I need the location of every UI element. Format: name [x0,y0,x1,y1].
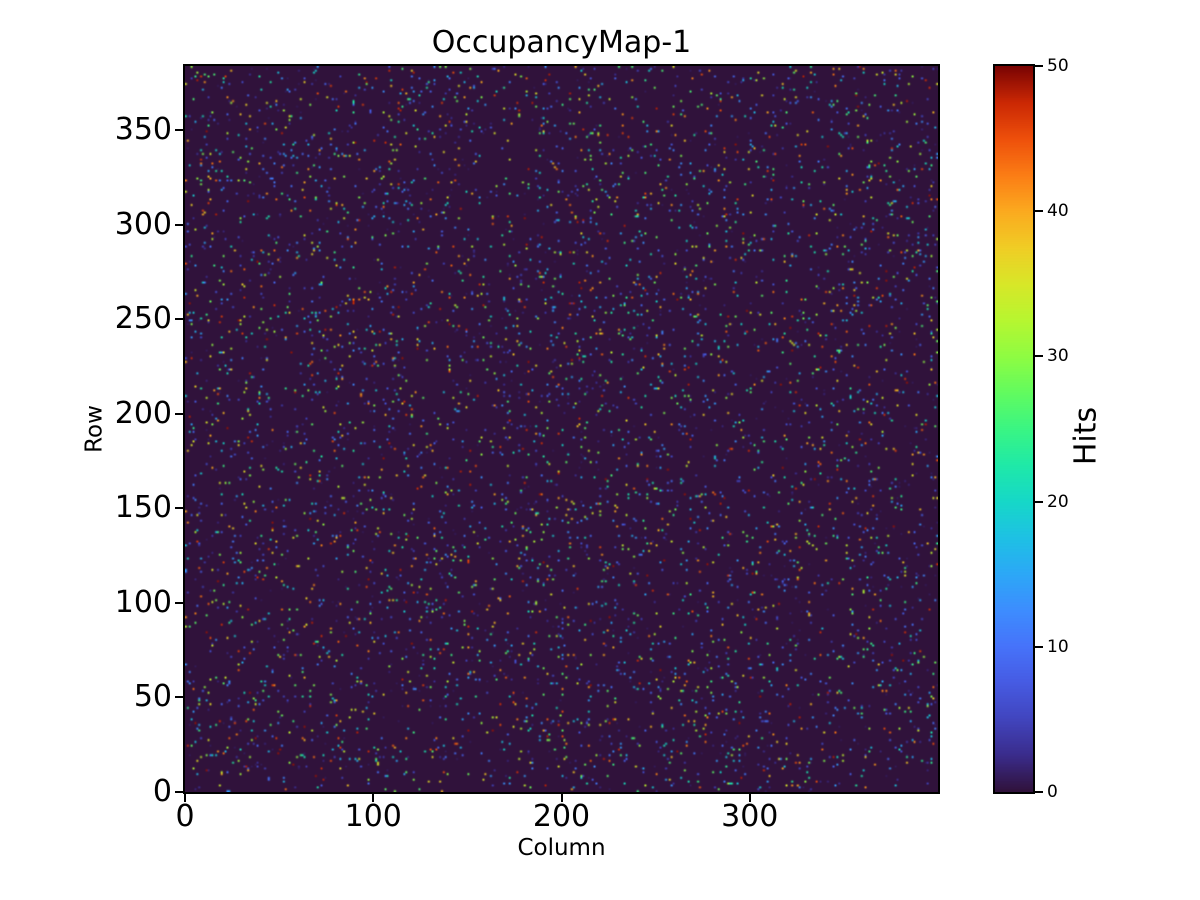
y-tick-label: 200 [114,395,172,431]
y-tick [175,412,183,415]
y-tick-label: 150 [114,490,172,526]
y-tick [175,223,183,226]
x-tick [184,794,186,802]
x-tick-label: 0 [175,799,195,834]
colorbar-tick-label: 10 [1047,636,1069,657]
y-tick [175,696,183,699]
x-tick-label: 300 [721,799,779,834]
y-tick-label: 100 [114,584,172,620]
y-tick-label: 300 [114,206,172,242]
colorbar-tick-label: 20 [1047,491,1069,512]
y-tick [175,601,183,604]
colorbar-tick [1035,645,1043,648]
y-tick [175,129,183,132]
colorbar [993,64,1035,794]
x-tick [372,794,375,802]
colorbar-tick [1035,500,1043,503]
y-tick [175,507,183,510]
colorbar-tick-label: 0 [1047,782,1058,802]
chart-title: OccupancyMap-1 [431,25,692,60]
colorbar-tick [1035,210,1043,213]
y-tick-label: 350 [114,112,172,148]
x-tick [748,794,751,802]
x-axis-label: Column [517,835,606,861]
x-tick-label: 200 [532,799,591,834]
heatmap-canvas [185,66,938,792]
colorbar-tick-label: 30 [1047,346,1069,367]
colorbar-canvas [995,66,1033,792]
colorbar-tick-label: 50 [1047,56,1069,76]
y-tick-label: 50 [133,679,172,715]
colorbar-tick [1035,65,1043,67]
colorbar-tick [1035,791,1043,793]
x-tick-label: 100 [344,799,402,834]
colorbar-tick-label: 40 [1047,201,1069,222]
plot-area [183,64,940,794]
colorbar-tick [1035,355,1043,358]
y-tick [175,791,183,793]
y-tick [175,318,183,321]
y-tick-label: 0 [152,774,172,809]
x-tick [560,794,563,802]
y-tick-label: 250 [114,301,172,337]
